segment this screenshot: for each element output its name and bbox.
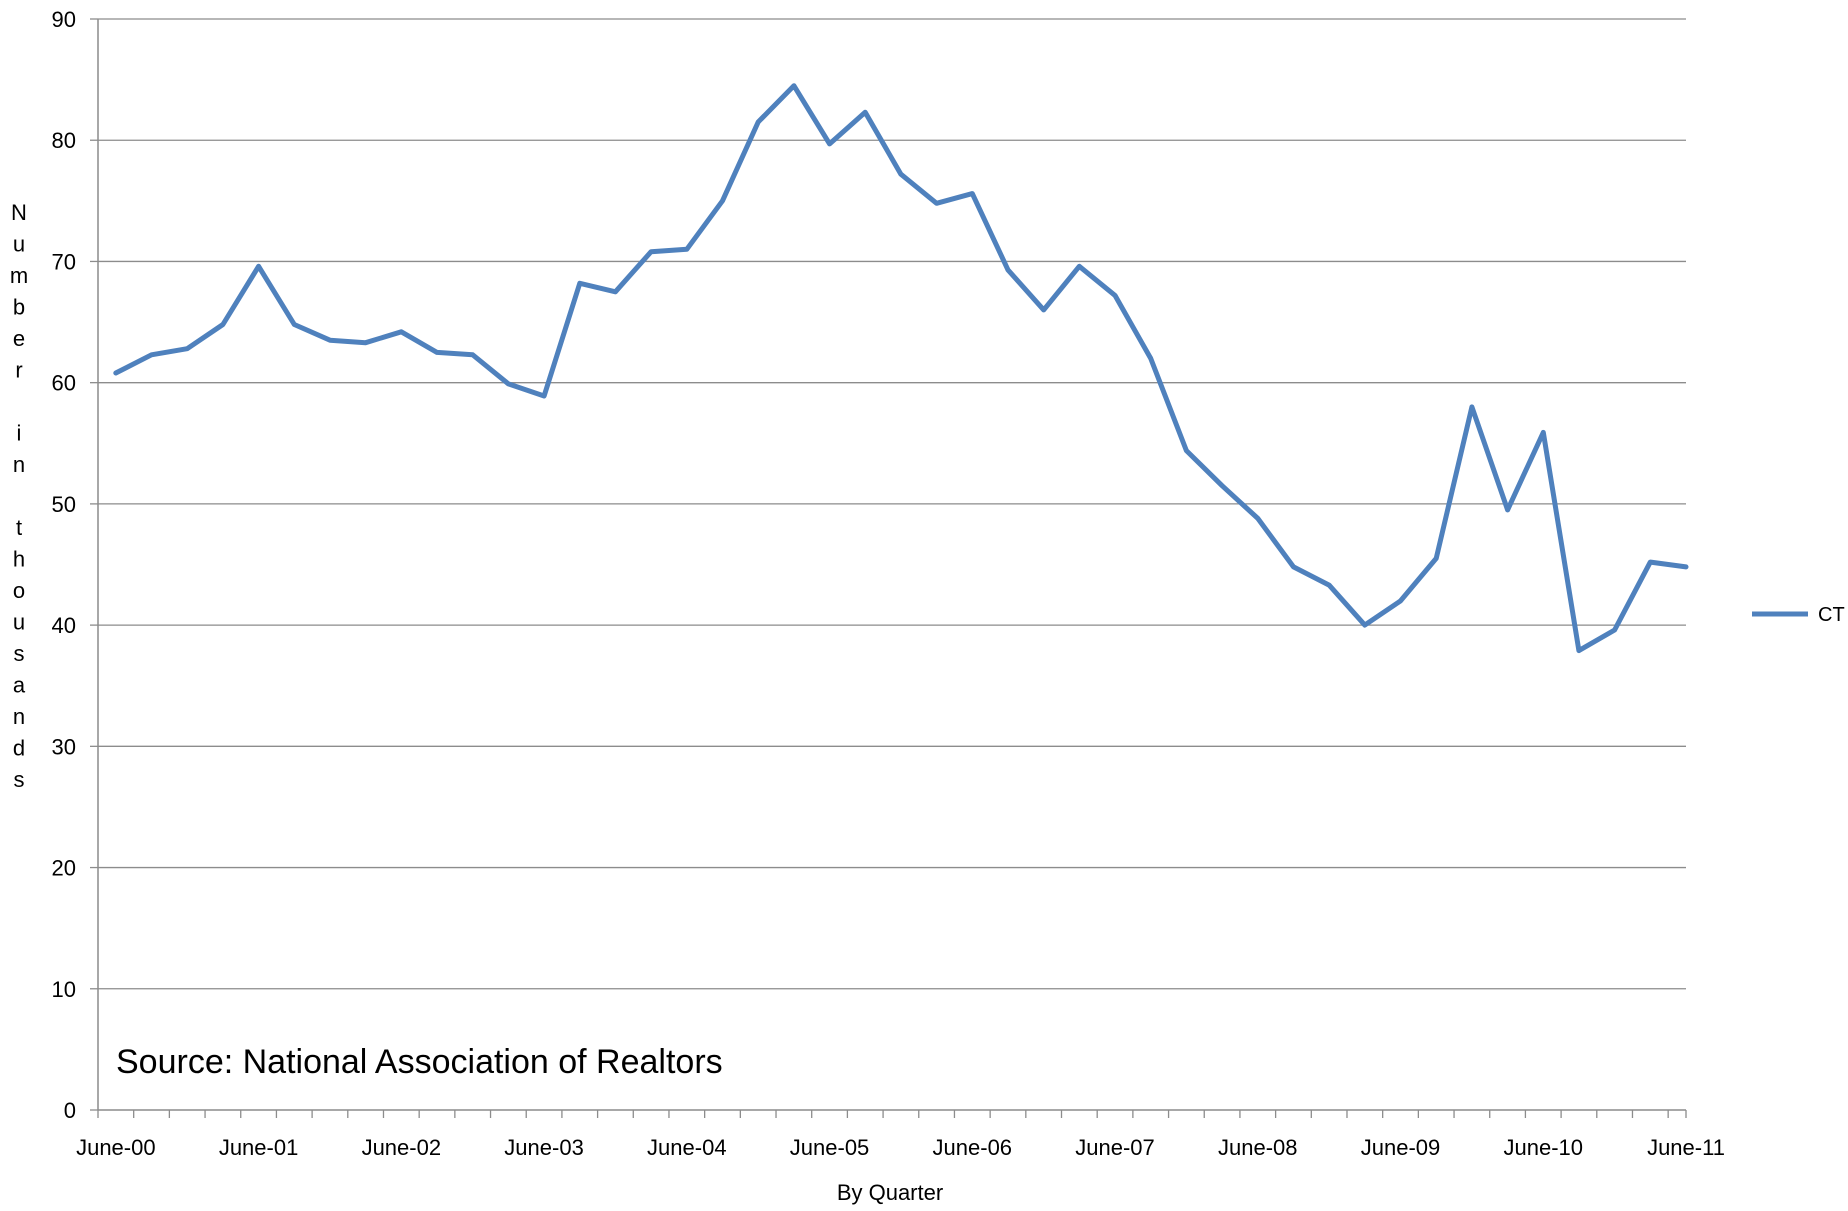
x-tick-label: June-03 [504,1135,584,1160]
y-axis-label-char: t [16,515,22,540]
data-point [1541,430,1546,435]
data-point [327,338,333,343]
data-point [755,119,761,125]
data-point [470,352,475,357]
y-axis-label-char: a [13,673,26,698]
data-point [1184,448,1189,453]
source-annotation: Source: National Association of Realtors [116,1043,723,1081]
y-axis-label-char: d [13,736,25,761]
data-point [149,352,154,357]
data-point [1112,293,1118,298]
y-axis-label-char: s [14,767,25,792]
data-point [1434,556,1439,561]
y-tick-label: 50 [52,492,76,517]
y-axis-label-char: n [13,452,25,477]
data-point [1326,582,1332,588]
data-point [1291,564,1296,570]
x-tick-label: June-04 [647,1135,727,1160]
x-tick-label: June-11 [1647,1135,1725,1160]
y-tick-label: 90 [52,7,76,32]
y-tick-label: 70 [52,249,76,274]
data-point [613,289,618,294]
data-point [1398,598,1403,604]
y-axis-label-char: u [13,232,25,257]
x-tick-label: June-05 [790,1135,870,1160]
data-point [898,171,904,177]
data-point [1148,356,1153,361]
data-point [1469,404,1475,410]
data-point [256,264,261,269]
y-tick-label: 80 [52,128,76,153]
data-point [1576,648,1582,653]
data-point [1041,307,1046,313]
data-point [185,346,190,351]
data-point [648,249,654,254]
data-point [827,141,832,147]
series-line-ct [113,83,1689,654]
data-point [363,340,368,345]
y-axis-label-char: i [17,421,22,446]
y-axis-label-char: e [13,326,25,351]
data-point [1219,483,1225,488]
data-point [1362,622,1368,628]
x-tick-label: June-06 [933,1135,1013,1160]
y-axis-label-char: u [13,610,25,635]
y-tick-label: 40 [52,613,76,638]
data-point [791,83,797,88]
y-axis-label-char: r [15,358,22,383]
series-lines [113,83,1689,654]
y-tick-labels: 0 10 20 30 40 50 60 70 80 90 [52,7,76,1123]
y-axis-label-char: N [11,200,27,225]
data-point [1255,516,1260,521]
data-point [541,393,547,399]
data-point [934,201,939,206]
y-tick-label: 30 [52,734,76,759]
data-point [1683,564,1689,570]
data-point [434,350,440,355]
x-tick-label: June-07 [1075,1135,1155,1160]
legend-label-ct: CT [1818,604,1845,626]
data-point [577,281,582,286]
x-tick-label: June-02 [362,1135,442,1160]
data-point [970,191,975,196]
data-point [1505,507,1510,513]
y-tick-label: 10 [52,977,76,1002]
x-tick-label: June-00 [76,1135,156,1160]
data-point [684,247,690,252]
data-point [1612,627,1617,633]
data-point [220,322,226,327]
legend: CT [1752,604,1845,626]
y-axis-label-char: n [13,704,25,729]
x-tick-label: June-09 [1361,1135,1441,1160]
y-tick-label: 0 [64,1098,76,1123]
y-tick-label: 60 [52,371,76,396]
data-point [720,198,725,204]
y-axis-label-char: b [13,295,25,320]
gridlines [98,18,1686,990]
data-point [863,110,868,115]
y-axis-label-char: m [10,263,28,288]
y-tick-label: 20 [52,856,76,881]
y-axis-label-char: o [13,578,25,603]
data-point [1077,264,1082,269]
data-point [399,329,404,334]
x-tick-labels: June-00 June-01 June-02 June-03 June-04 June-… [76,1135,1725,1160]
data-point [1005,267,1011,273]
data-point [1648,559,1653,565]
y-axis-label-char: h [13,547,25,572]
data-point [506,381,511,387]
x-tick-label: June-10 [1504,1135,1584,1160]
x-axis-label: By Quarter [837,1180,943,1205]
axes [90,18,1687,1118]
x-tick-label: June-01 [219,1135,299,1160]
x-tick-label: June-08 [1218,1135,1298,1160]
y-axis-label-char: s [14,641,25,666]
data-point [113,370,119,376]
data-point [292,322,297,327]
